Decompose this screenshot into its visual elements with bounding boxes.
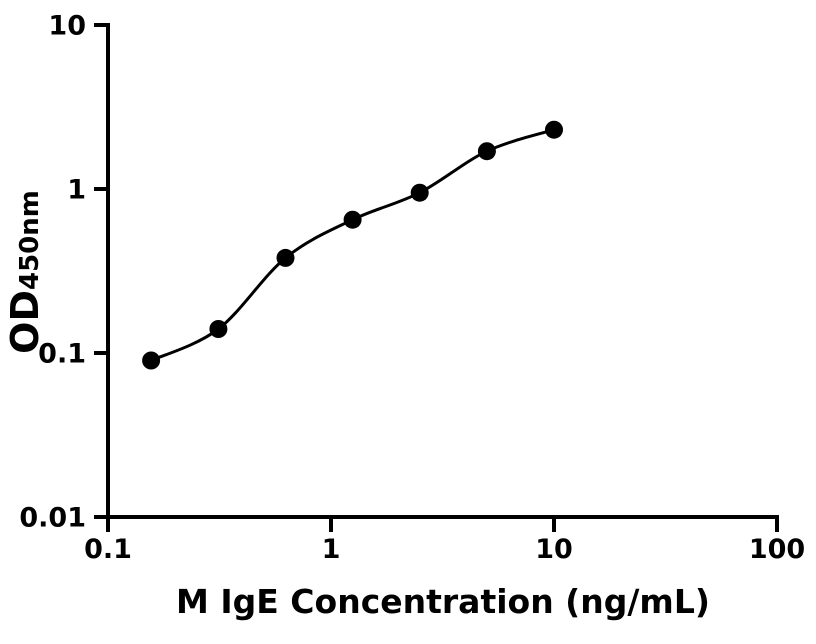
y-axis-title-subscript: 450nm [15, 190, 45, 290]
y-tick-label: 0.01 [19, 503, 86, 534]
y-axis-title: OD450nm [3, 190, 47, 354]
plot-area [142, 120, 563, 370]
data-point [209, 320, 228, 338]
data-point [142, 351, 161, 370]
y-tick-label: 1 [67, 175, 86, 206]
data-point [343, 210, 362, 229]
x-tick-label: 0.1 [84, 534, 132, 565]
data-point [276, 248, 295, 267]
y-tick-label: 0.1 [38, 339, 86, 370]
data-point [545, 120, 563, 139]
data-point [410, 183, 429, 202]
y-axis-title-main: OD [3, 290, 47, 354]
y-tick-label: 10 [48, 11, 86, 42]
x-tick-label: 1 [322, 534, 341, 565]
data-point [477, 142, 496, 161]
x-tick-label: 100 [749, 534, 805, 565]
x-tick-label: 10 [535, 534, 573, 565]
x-axis-title: M IgE Concentration (ng/mL) [176, 582, 710, 621]
